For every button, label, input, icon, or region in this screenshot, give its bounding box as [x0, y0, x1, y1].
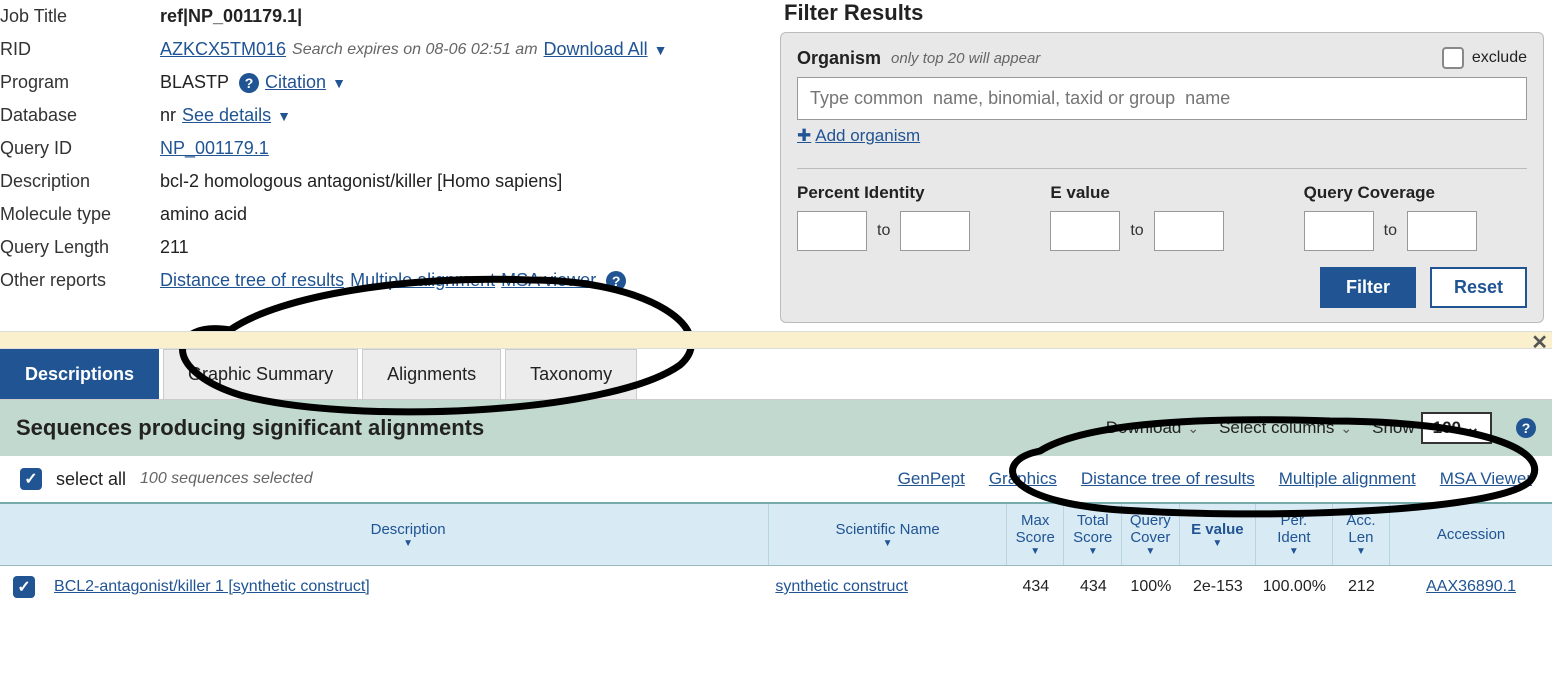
row-max-score: 434 [1007, 578, 1065, 596]
msa-viewer-link[interactable]: MSA Viewer [1440, 469, 1532, 489]
to-label: to [1384, 222, 1397, 240]
chevron-down-icon: ⌄ [1187, 420, 1199, 437]
filter-button[interactable]: Filter [1320, 267, 1416, 308]
row-description-link[interactable]: BCL2-antagonist/killer 1 [synthetic cons… [54, 578, 370, 595]
filter-results-title: Filter Results [780, 0, 1544, 32]
col-evalue-header[interactable]: E value▼ [1180, 504, 1257, 565]
table-row: ✓ BCL2-antagonist/killer 1 [synthetic co… [0, 566, 1552, 608]
chevron-down-icon: ▼ [277, 108, 291, 124]
show-count-select[interactable]: 100 ⌄ [1421, 412, 1492, 444]
add-organism-link[interactable]: ✚ Add organism [797, 126, 920, 146]
row-evalue: 2e-153 [1180, 578, 1256, 596]
chevron-down-icon: ▼ [654, 42, 668, 58]
chevron-down-icon: ▼ [332, 75, 346, 91]
col-per-ident-header[interactable]: Per. Ident▼ [1256, 504, 1333, 565]
col-accession-header[interactable]: Accession [1390, 504, 1552, 565]
row-per-ident: 100.00% [1256, 578, 1332, 596]
to-label: to [1130, 222, 1143, 240]
pct-identity-to-input[interactable] [900, 211, 970, 251]
pct-identity-from-input[interactable] [797, 211, 867, 251]
tab-taxonomy[interactable]: Taxonomy [505, 349, 637, 399]
select-columns-dropdown[interactable]: Select columns⌄ [1219, 418, 1352, 438]
query-coverage-label: Query Coverage [1304, 183, 1527, 203]
organism-label: Organism [797, 48, 881, 69]
rid-link[interactable]: AZKCX5TM016 [160, 39, 286, 60]
evalue-to-input[interactable] [1154, 211, 1224, 251]
row-scientific-name-link[interactable]: synthetic construct [775, 578, 908, 595]
row-acc-len: 212 [1333, 578, 1391, 596]
organism-input[interactable] [797, 77, 1527, 120]
row-accession-link[interactable]: AAX36890.1 [1426, 578, 1516, 595]
col-checkbox-header [0, 504, 48, 565]
job-title-value: ref|NP_001179.1| [160, 6, 302, 27]
tab-alignments[interactable]: Alignments [362, 349, 501, 399]
program-label: Program [0, 72, 160, 93]
select-all-label: select all [56, 469, 126, 490]
database-label: Database [0, 105, 160, 126]
row-checkbox[interactable]: ✓ [13, 576, 35, 598]
help-icon[interactable]: ? [1516, 418, 1536, 438]
description-label: Description [0, 171, 160, 192]
to-label: to [877, 222, 890, 240]
distance-tree-link[interactable]: Distance tree of results [160, 270, 344, 291]
see-details-link[interactable]: See details [182, 105, 271, 126]
graphics-link[interactable]: Graphics [989, 469, 1057, 489]
query-coverage-to-input[interactable] [1407, 211, 1477, 251]
seq-title: Sequences producing significant alignmen… [16, 415, 1106, 441]
program-value: BLASTP [160, 72, 229, 93]
tab-graphic-summary[interactable]: Graphic Summary [163, 349, 358, 399]
pct-identity-label: Percent Identity [797, 183, 1020, 203]
chevron-down-icon: ⌄ [1340, 420, 1352, 437]
mol-type-value: amino acid [160, 204, 247, 225]
reset-button[interactable]: Reset [1430, 267, 1527, 308]
rid-hint: Search expires on 08-06 02:51 am [292, 41, 537, 59]
selected-count-hint: 100 sequences selected [140, 470, 313, 488]
query-id-link[interactable]: NP_001179.1 [160, 138, 269, 159]
distance-tree-link[interactable]: Distance tree of results [1081, 469, 1255, 489]
download-all-link[interactable]: Download All [544, 39, 648, 60]
show-label: Show [1372, 418, 1415, 438]
multiple-alignment-link[interactable]: Multiple alignment [1279, 469, 1416, 489]
rid-label: RID [0, 39, 160, 60]
row-query-cover: 100% [1122, 578, 1180, 596]
exclude-label: exclude [1472, 49, 1527, 67]
col-query-cover-header[interactable]: Query Cover▼ [1122, 504, 1180, 565]
other-reports-label: Other reports [0, 270, 160, 291]
download-dropdown[interactable]: Download⌄ [1106, 418, 1199, 438]
col-total-score-header[interactable]: Total Score▼ [1064, 504, 1122, 565]
query-len-value: 211 [160, 237, 189, 258]
genpept-link[interactable]: GenPept [898, 469, 965, 489]
chevron-down-icon: ⌄ [1466, 418, 1480, 437]
query-len-label: Query Length [0, 237, 160, 258]
close-icon[interactable]: ✕ [1531, 330, 1548, 355]
mol-type-label: Molecule type [0, 204, 160, 225]
evalue-label: E value [1050, 183, 1273, 203]
description-value: bcl-2 homologous antagonist/killer [Homo… [160, 171, 562, 192]
job-title-label: Job Title [0, 6, 160, 27]
query-id-label: Query ID [0, 138, 160, 159]
col-acc-len-header[interactable]: Acc. Len▼ [1333, 504, 1391, 565]
col-scientific-name-header[interactable]: Scientific Name▼ [769, 504, 1007, 565]
exclude-checkbox[interactable] [1442, 47, 1464, 69]
database-value: nr [160, 105, 176, 126]
organism-hint: only top 20 will appear [891, 50, 1040, 67]
multiple-alignment-link[interactable]: Multiple alignment [350, 270, 495, 291]
msa-viewer-link[interactable]: MSA viewer [501, 270, 596, 291]
plus-icon: ✚ [797, 126, 811, 146]
help-icon[interactable]: ? [239, 73, 259, 93]
citation-link[interactable]: Citation [265, 72, 326, 93]
col-max-score-header[interactable]: Max Score▼ [1007, 504, 1065, 565]
evalue-from-input[interactable] [1050, 211, 1120, 251]
query-coverage-from-input[interactable] [1304, 211, 1374, 251]
tab-descriptions[interactable]: Descriptions [0, 349, 159, 399]
col-description-header[interactable]: Description▼ [48, 504, 769, 565]
row-total-score: 434 [1065, 578, 1123, 596]
select-all-checkbox[interactable]: ✓ [20, 468, 42, 490]
help-icon[interactable]: ? [606, 271, 626, 291]
